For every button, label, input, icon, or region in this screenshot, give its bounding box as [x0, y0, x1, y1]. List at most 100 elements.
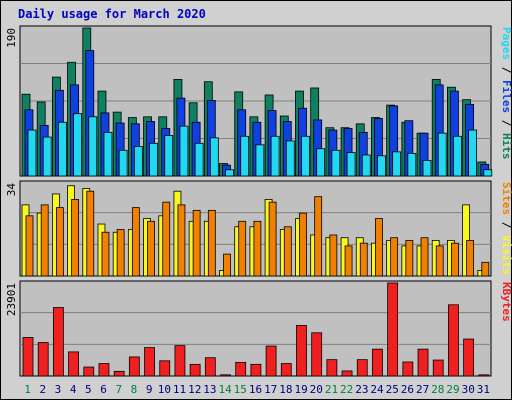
right-axis-label: KBytes — [500, 282, 512, 322]
bar-sites — [283, 226, 292, 277]
bar-sites — [451, 242, 459, 277]
bar-pages — [194, 142, 204, 177]
bar-pages — [88, 116, 98, 177]
bar-kbytes — [83, 366, 95, 377]
bar-kbytes — [356, 359, 368, 377]
x-tick-label: 8 — [131, 383, 138, 396]
bar-kbytes — [159, 360, 171, 377]
bar-sites — [238, 220, 247, 277]
bar-kbytes — [387, 282, 399, 377]
bar-kbytes — [113, 370, 125, 377]
legend-pages: Pages — [500, 27, 512, 60]
right-axis-label: Pages / Files / Hits — [500, 27, 512, 160]
bar-sites — [131, 207, 140, 277]
bar-sites — [25, 215, 34, 277]
bar-sites — [314, 196, 323, 277]
bar-sites — [299, 212, 307, 277]
x-tick-label: 4 — [70, 383, 77, 396]
x-tick-label: 22 — [340, 383, 353, 396]
x-tick-label: 5 — [85, 383, 92, 396]
bar-pages — [103, 131, 113, 177]
bar-kbytes — [37, 342, 49, 377]
x-tick-label: 25 — [386, 383, 399, 396]
bar-pages — [346, 152, 356, 177]
x-tick-label: 23 — [355, 383, 368, 396]
bar-sites — [390, 237, 399, 277]
x-tick-label: 16 — [249, 383, 262, 396]
bar-pages — [483, 169, 493, 177]
x-tick-label: 14 — [218, 383, 232, 396]
bar-kbytes — [144, 347, 155, 377]
bar-kbytes — [326, 359, 338, 377]
y-axis-max-label: 23901 — [5, 283, 18, 316]
bar-sites — [101, 231, 110, 277]
x-tick-label: 15 — [234, 383, 247, 396]
bar-pages — [270, 135, 280, 177]
bar-sites — [329, 234, 338, 277]
x-tick-label: 29 — [446, 383, 459, 396]
bar-kbytes — [265, 345, 277, 377]
bar-pages — [73, 113, 82, 177]
bar-kbytes — [432, 359, 444, 377]
x-tick-label: 28 — [431, 383, 444, 396]
bar-pages — [42, 136, 52, 177]
bar-pages — [301, 135, 310, 177]
bar-pages — [118, 149, 128, 177]
bar-sites — [253, 220, 262, 277]
bar-kbytes — [296, 325, 307, 377]
bar-kbytes — [235, 361, 247, 377]
x-tick-label: 7 — [115, 383, 122, 396]
x-tick-label: 31 — [477, 383, 490, 396]
bar-kbytes — [478, 374, 490, 377]
bar-sites — [344, 245, 353, 277]
x-tick-label: 11 — [173, 383, 186, 396]
bar-kbytes — [68, 351, 79, 377]
bar-kbytes — [189, 363, 201, 377]
bar-sites — [207, 209, 216, 277]
bar-kbytes — [220, 374, 231, 377]
bar-pages — [255, 144, 265, 177]
bar-sites — [116, 229, 125, 277]
bar-sites — [435, 245, 444, 277]
bar-sites — [223, 253, 231, 277]
x-tick-label: 21 — [325, 383, 338, 396]
bar-pages — [331, 149, 341, 177]
bar-pages — [149, 142, 158, 177]
bar-kbytes — [311, 332, 323, 377]
bar-pages — [377, 155, 386, 177]
bar-sites — [481, 261, 490, 277]
bar-kbytes — [128, 356, 140, 377]
bar-sites — [55, 207, 64, 277]
x-tick-label: 13 — [203, 383, 216, 396]
x-tick-label: 26 — [401, 383, 414, 396]
x-tick-label: 30 — [462, 383, 475, 396]
bar-kbytes — [52, 307, 64, 377]
bar-pages — [27, 129, 37, 177]
bar-pages — [57, 121, 67, 177]
x-tick-label: 2 — [39, 383, 46, 396]
bar-sites — [71, 199, 79, 277]
bar-sites — [466, 240, 475, 277]
x-tick-label: 10 — [158, 383, 171, 396]
bar-pages — [407, 153, 417, 177]
bar-kbytes — [22, 337, 34, 377]
bar-sites — [40, 204, 49, 277]
bar-pages — [468, 129, 478, 177]
bar-pages — [422, 160, 432, 177]
bar-kbytes — [98, 363, 110, 377]
bar-sites — [405, 240, 414, 277]
x-tick-label: 17 — [264, 383, 277, 396]
right-axis-label: Sites / Visits — [500, 182, 512, 275]
bar-pages — [133, 145, 143, 177]
bar-sites — [86, 190, 95, 277]
bar-sites — [147, 220, 155, 277]
x-tick-label: 12 — [188, 383, 201, 396]
legend-separator: / — [500, 60, 512, 80]
bar-kbytes — [402, 361, 414, 377]
bar-pages — [164, 135, 174, 177]
x-tick-label: 19 — [294, 383, 307, 396]
bar-kbytes — [341, 370, 353, 377]
bar-kbytes — [280, 363, 292, 377]
